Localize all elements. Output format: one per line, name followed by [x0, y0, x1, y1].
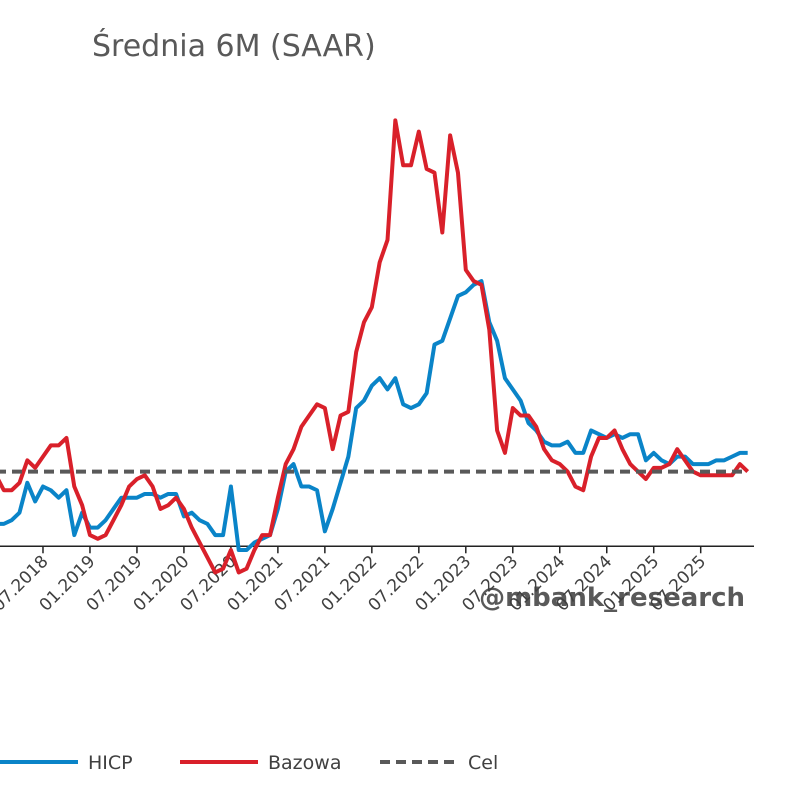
line-series — [0, 118, 750, 575]
legend-label: HICP — [88, 752, 133, 774]
line-series — [0, 279, 748, 553]
chart-title: Średnia 6M (SAAR) — [92, 27, 376, 64]
legend-label: Cel — [468, 752, 498, 774]
watermark: @mbank_research — [479, 583, 745, 613]
legend-label: Bazowa — [268, 752, 341, 774]
